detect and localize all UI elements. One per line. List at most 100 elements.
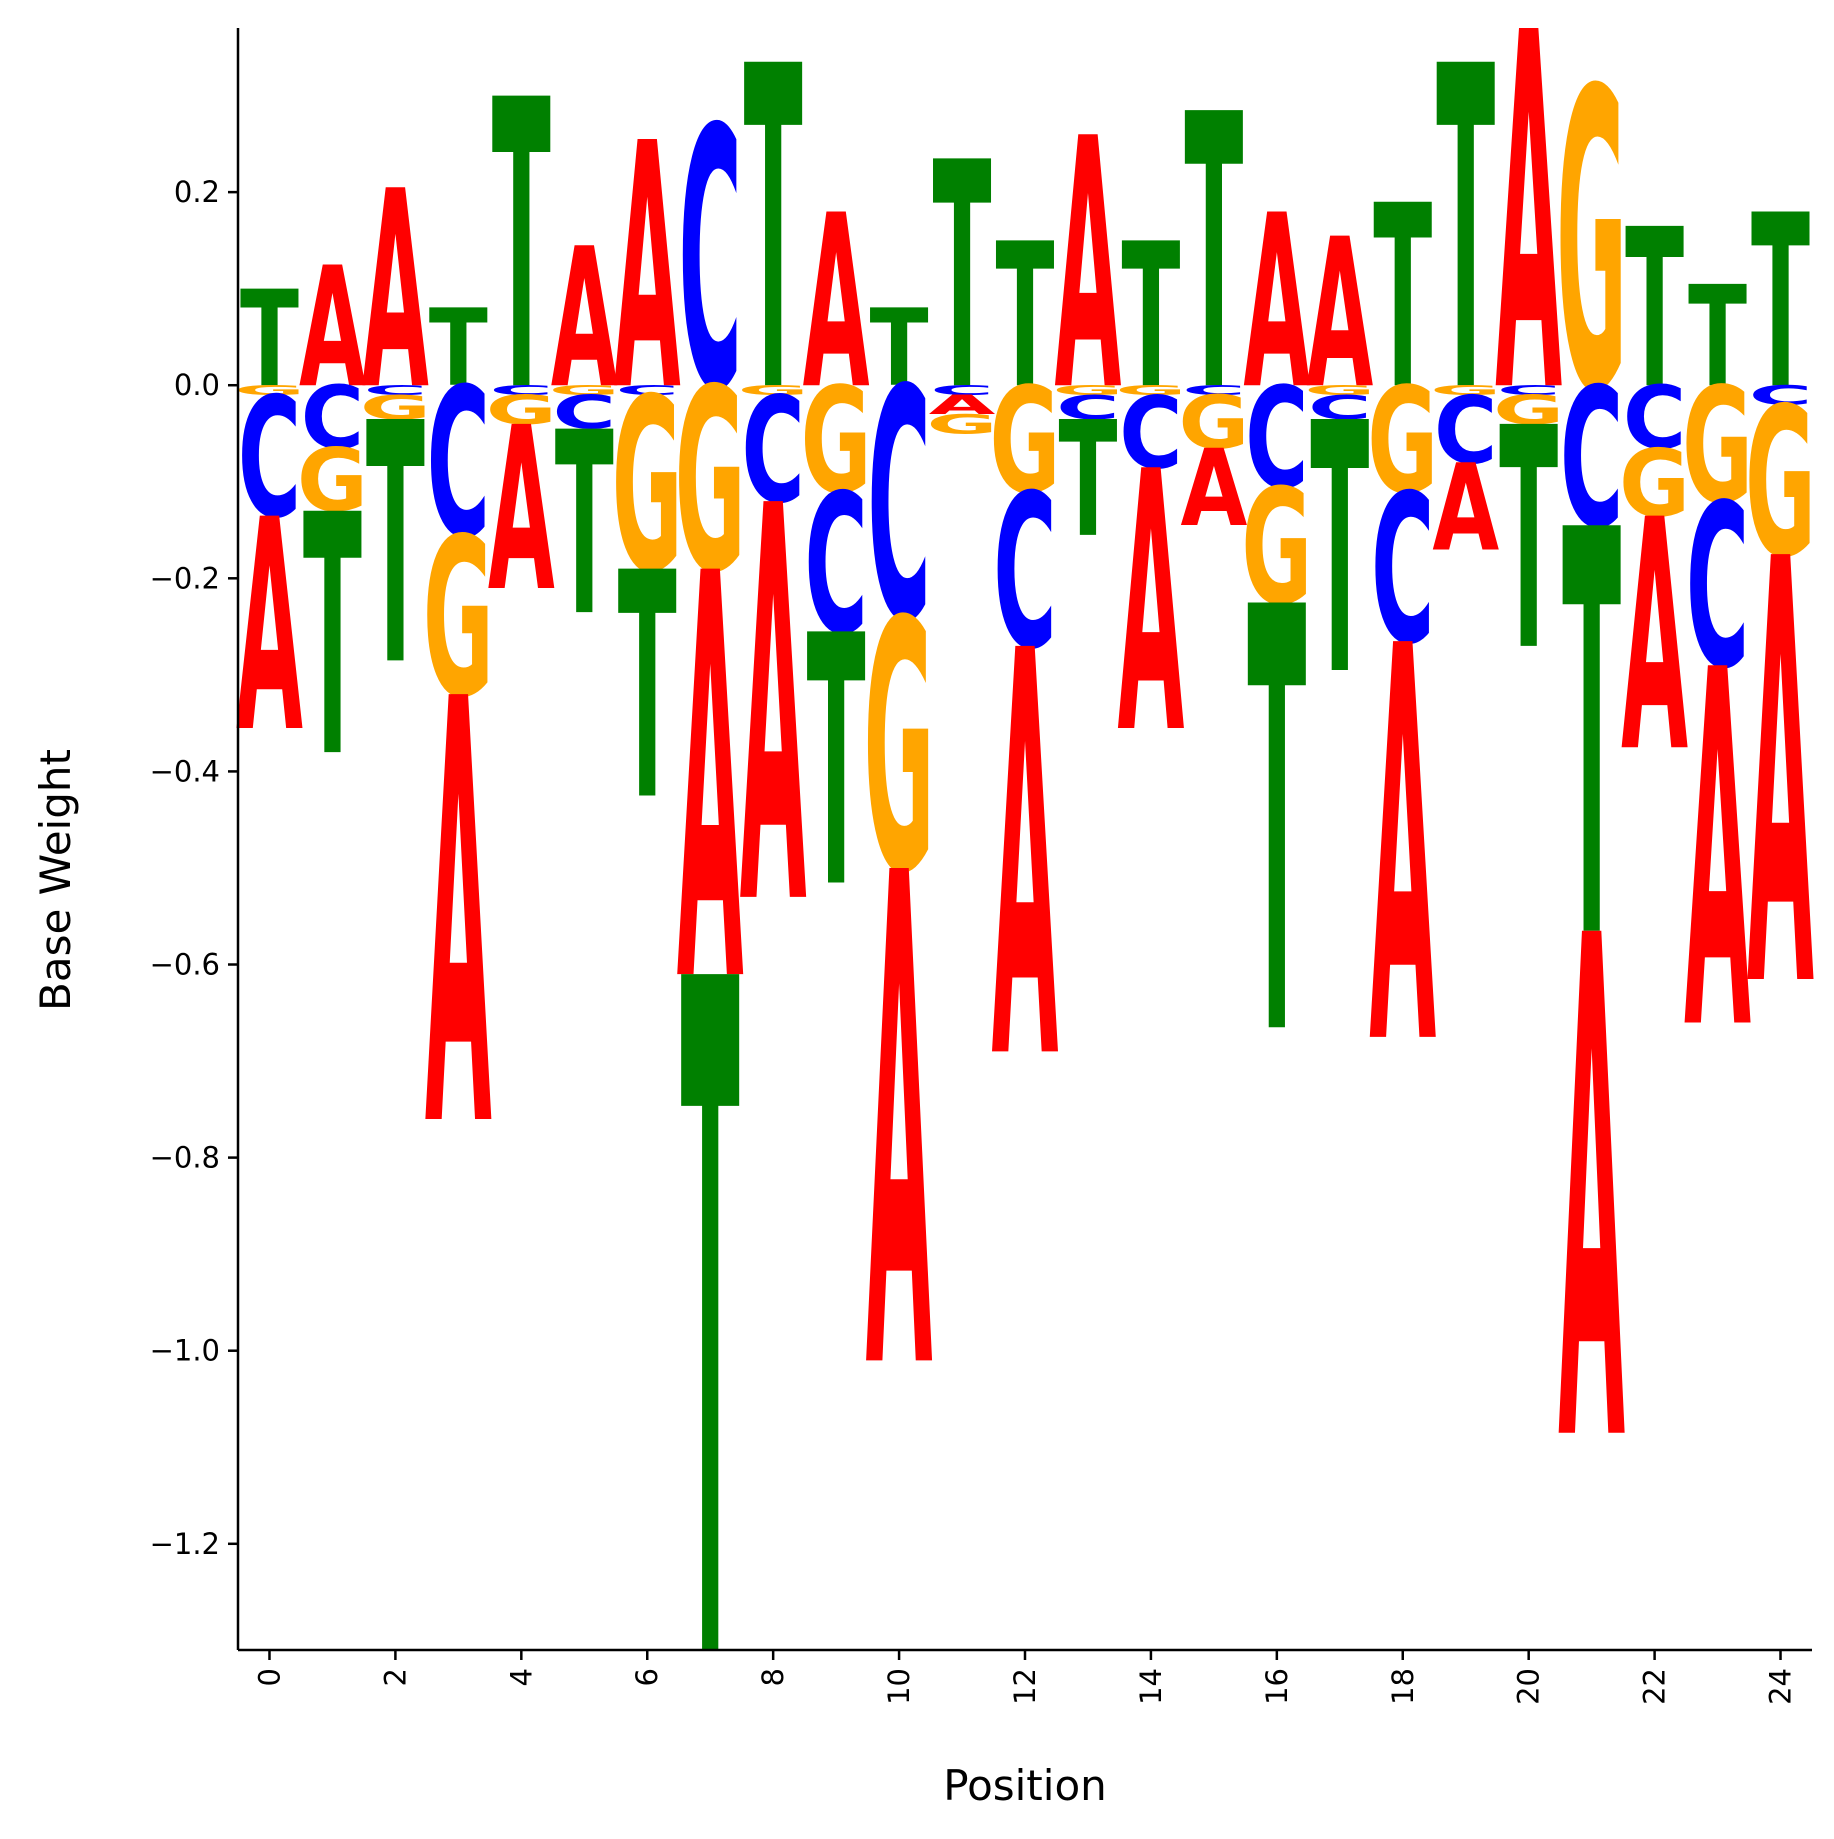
- logo-letter-C-pos-7: C: [679, 55, 742, 470]
- x-tick-label: 22: [1638, 1668, 1672, 1705]
- logo-letter-G-pos-8: G: [738, 383, 809, 398]
- logo-letter-C-pos-24: C: [1749, 380, 1812, 411]
- logo-letter-T-pos-17: T: [1310, 352, 1369, 753]
- logo-letter-C-pos-9: C: [804, 455, 867, 678]
- logo-letter-T-pos-4: T: [492, 16, 551, 479]
- logo-letter-G-pos-5: G: [549, 383, 620, 398]
- logo-letter-G-pos-9: G: [801, 358, 872, 527]
- logo-letter-G-pos-18: G: [1367, 358, 1438, 527]
- logo-letter-C-pos-8: C: [741, 367, 804, 536]
- logo-letter-A-pos-23: A: [1684, 567, 1751, 1138]
- logo-letter-C-pos-21: C: [1560, 349, 1623, 572]
- logo-letter-G-pos-10: G: [864, 550, 935, 951]
- logo-letter-T-pos-5: T: [555, 379, 614, 672]
- logo-letter-G-pos-22: G: [1619, 431, 1690, 539]
- x-tick-label: 4: [504, 1668, 538, 1686]
- logo-letter-G-pos-2: G: [360, 389, 431, 427]
- logo-letter-T-pos-14: T: [1121, 202, 1180, 433]
- logo-letter-T-pos-24: T: [1751, 166, 1810, 443]
- x-tick-label: 2: [378, 1668, 412, 1686]
- logo-letter-T-pos-7: T: [681, 791, 740, 1834]
- logo-letter-T-pos-20: T: [1499, 363, 1558, 718]
- logo-letter-A-pos-17: A: [1306, 196, 1373, 435]
- logo-letter-C-pos-14: C: [1119, 376, 1182, 491]
- logo-letter-G-pos-17: G: [1304, 383, 1375, 398]
- logo-letter-C-pos-23: C: [1686, 458, 1749, 719]
- logo-letter-T-pos-15: T: [1184, 35, 1243, 475]
- logo-letter-G-pos-21: G: [1556, 5, 1627, 482]
- y-tick-label: 0.2: [174, 175, 220, 209]
- y-tick-label: −1.0: [150, 1334, 220, 1368]
- logo-letter-G-pos-24: G: [1745, 365, 1816, 604]
- x-tick-label: 6: [630, 1668, 664, 1686]
- logo-letter-A-pos-21: A: [1558, 793, 1625, 1596]
- logo-letter-G-pos-15: G: [1178, 381, 1249, 466]
- logo-letter-A-pos-15: A: [1180, 427, 1247, 551]
- logo-letter-C-pos-0: C: [238, 363, 301, 556]
- x-tick-label: 0: [252, 1668, 286, 1686]
- logo-letter-C-pos-18: C: [1371, 452, 1434, 691]
- x-tick-label: 20: [1512, 1668, 1546, 1705]
- logo-letter-C-pos-13: C: [1056, 389, 1119, 427]
- logo-letter-A-pos-7: A: [677, 458, 744, 1105]
- logo-letter-G-pos-14: G: [1115, 383, 1186, 398]
- logo-letter-A-pos-9: A: [803, 166, 870, 443]
- logo-letter-G-pos-7: G: [675, 336, 746, 629]
- logo-letter-C-pos-16: C: [1245, 359, 1308, 520]
- logo-letter-A-pos-18: A: [1369, 533, 1436, 1166]
- logo-letter-C-pos-17: C: [1308, 389, 1371, 427]
- logo-letter-A-pos-22: A: [1621, 452, 1688, 822]
- logo-letter-G-pos-0: G: [234, 383, 305, 398]
- logo-letter-G-pos-12: G: [990, 358, 1061, 527]
- logo-letter-C-pos-2: C: [364, 383, 427, 398]
- logo-letter-T-pos-11: T: [933, 96, 992, 458]
- logo-letter-C-pos-4: C: [490, 383, 553, 398]
- logo-letter-T-pos-18: T: [1373, 152, 1432, 445]
- y-tick-label: −0.8: [150, 1141, 220, 1175]
- logo-letter-C-pos-11: C: [930, 383, 993, 398]
- logo-letter-A-pos-6: A: [614, 73, 681, 466]
- logo-letter-T-pos-1: T: [303, 446, 362, 832]
- logo-letter-G-pos-11: G: [927, 409, 998, 440]
- logo-letter-C-pos-12: C: [993, 451, 1056, 697]
- logo-letter-A-pos-13: A: [1055, 67, 1122, 468]
- y-tick-label: −0.6: [150, 948, 220, 982]
- logo-letter-T-pos-21: T: [1562, 415, 1621, 1062]
- logo-letters-layer: TGCAACGTACGTTCGATCGAAGCTACGTCGATTGCAAGCT…: [234, 0, 1816, 1839]
- logo-letter-G-pos-4: G: [486, 387, 557, 433]
- logo-letter-A-pos-1: A: [299, 232, 366, 425]
- logo-letter-A-pos-4: A: [488, 381, 555, 642]
- logo-letter-T-pos-0: T: [240, 263, 299, 417]
- logo-letter-A-pos-5: A: [551, 209, 618, 432]
- logo-letter-G-pos-1: G: [297, 432, 368, 532]
- x-tick-label: 8: [756, 1668, 790, 1686]
- x-axis-label: Position: [943, 1761, 1107, 1810]
- y-tick-label: −0.4: [150, 754, 220, 788]
- logo-letter-T-pos-6: T: [618, 507, 677, 869]
- logo-letter-C-pos-10: C: [867, 322, 930, 692]
- logo-letter-G-pos-16: G: [1241, 456, 1312, 641]
- logo-letter-G-pos-6: G: [612, 349, 683, 626]
- logo-letter-C-pos-3: C: [427, 346, 490, 585]
- logo-letter-G-pos-13: G: [1053, 383, 1124, 398]
- logo-letter-A-pos-11: A: [929, 390, 997, 421]
- logo-letter-G-pos-3: G: [423, 493, 494, 747]
- axes-layer: 0.20.0−0.2−0.4−0.6−0.8−1.0−1.20 2 4 6 8 10 12 1…: [150, 28, 1812, 1705]
- logo-letter-G-pos-20: G: [1493, 387, 1564, 433]
- logo-letter-A-pos-10: A: [866, 733, 933, 1520]
- logo-letter-C-pos-15: C: [1182, 383, 1245, 398]
- logo-letter-A-pos-2: A: [362, 133, 429, 450]
- logo-letter-T-pos-9: T: [807, 564, 866, 965]
- logo-letter-A-pos-14: A: [1118, 398, 1185, 813]
- logo-letter-A-pos-20: A: [1495, 0, 1562, 501]
- logo-letter-C-pos-20: C: [1497, 383, 1560, 398]
- logo-letter-T-pos-3: T: [429, 287, 488, 411]
- x-tick-label: 18: [1386, 1668, 1420, 1705]
- x-tick-label: 10: [882, 1668, 916, 1705]
- logo-letter-A-pos-12: A: [992, 536, 1059, 1183]
- logo-letter-A-pos-3: A: [425, 579, 492, 1257]
- x-tick-label: 14: [1134, 1668, 1168, 1705]
- logo-letter-A-pos-16: A: [1243, 166, 1310, 443]
- logo-letter-T-pos-12: T: [996, 202, 1055, 433]
